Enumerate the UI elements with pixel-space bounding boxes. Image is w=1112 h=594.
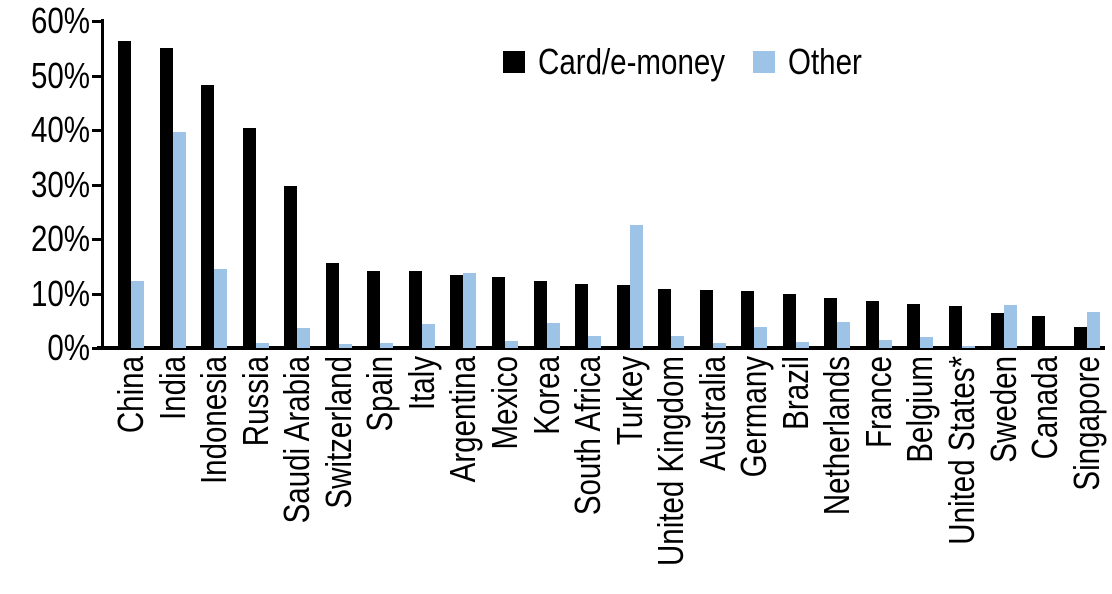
- bar-card-sweden: [991, 313, 1004, 348]
- y-tick-label: 30%: [30, 163, 90, 205]
- bar-other-france: [879, 340, 892, 348]
- x-category-label: Mexico: [484, 356, 525, 450]
- x-category-label: Italy: [401, 356, 442, 411]
- bar-other-italy: [422, 324, 435, 348]
- bar-other-belgium: [920, 337, 933, 348]
- x-category-label: Sweden: [983, 356, 1024, 463]
- y-tick-label: 10%: [30, 272, 90, 314]
- bar-other-russia: [256, 343, 269, 348]
- bar-other-brazil: [796, 342, 809, 348]
- bar-card-united-states-: [949, 306, 962, 348]
- bar-other-australia: [713, 343, 726, 348]
- legend-item-card: Card/e-money: [503, 44, 766, 80]
- bar-card-mexico: [492, 277, 505, 348]
- bar-card-singapore: [1074, 327, 1087, 348]
- bar-other-south-africa: [588, 336, 601, 348]
- bar-other-singapore: [1087, 312, 1100, 348]
- bar-other-germany: [754, 327, 767, 348]
- x-category-label: United Kingdom: [650, 356, 691, 567]
- y-tick-label: 0%: [47, 327, 90, 368]
- x-category-label: Belgium: [899, 356, 940, 463]
- x-category-label: Germany: [733, 356, 774, 478]
- bar-other-spain: [380, 343, 393, 348]
- y-tick-mark: [92, 183, 103, 187]
- x-axis-line: [97, 346, 1105, 350]
- bar-other-india: [173, 132, 186, 348]
- bar-card-belgium: [907, 304, 920, 348]
- bar-other-switzerland: [339, 344, 352, 348]
- bar-other-netherlands: [837, 322, 850, 348]
- bar-card-canada: [1032, 316, 1045, 348]
- x-category-label: Indonesia: [193, 356, 234, 485]
- bar-other-united-states-: [962, 346, 975, 348]
- bar-card-united-kingdom: [658, 289, 671, 348]
- x-category-label: Canada: [1024, 356, 1065, 460]
- y-tick-mark: [92, 292, 103, 296]
- x-category-label: Korea: [526, 356, 567, 435]
- bar-card-turkey: [617, 285, 630, 348]
- x-category-label: China: [110, 356, 151, 434]
- x-category-label: South Africa: [567, 356, 608, 516]
- y-tick-mark: [92, 129, 103, 132]
- bar-card-germany: [741, 291, 754, 348]
- y-tick-label: 60%: [30, 0, 90, 41]
- bar-card-saudi-arabia: [284, 186, 297, 348]
- bar-other-china: [131, 281, 144, 348]
- x-category-label: France: [858, 356, 899, 448]
- x-category-label: Turkey: [609, 356, 650, 446]
- x-category-label: Russia: [235, 356, 276, 447]
- bar-card-china: [118, 41, 131, 348]
- bar-other-indonesia: [214, 269, 227, 348]
- x-category-label: Netherlands: [816, 356, 857, 516]
- x-category-label: Switzerland: [318, 356, 359, 509]
- bar-other-argentina: [463, 273, 476, 348]
- y-tick-mark: [92, 20, 103, 23]
- legend-label-card: Card/e-money: [538, 41, 726, 82]
- bar-card-australia: [700, 290, 713, 348]
- bar-card-netherlands: [824, 298, 837, 348]
- legend-swatch-other-icon: [753, 51, 775, 73]
- legend-item-other: Other: [753, 44, 878, 80]
- x-category-label: Singapore: [1066, 356, 1107, 491]
- y-tick-mark: [92, 238, 103, 241]
- bar-card-indonesia: [201, 85, 214, 348]
- legend-label-other: Other: [788, 41, 862, 82]
- y-tick-label: 50%: [30, 54, 90, 96]
- bar-card-russia: [243, 128, 256, 348]
- x-category-label: Australia: [692, 356, 733, 471]
- bar-card-south-africa: [575, 284, 588, 348]
- x-category-label: Brazil: [775, 356, 816, 430]
- legend-swatch-card-icon: [503, 51, 525, 73]
- bar-card-korea: [534, 281, 547, 348]
- bar-other-sweden: [1004, 305, 1017, 348]
- bar-card-argentina: [450, 275, 463, 348]
- bar-card-france: [866, 301, 879, 348]
- x-category-label: Saudi Arabia: [276, 356, 317, 524]
- x-category-label: United States*: [941, 356, 982, 545]
- y-tick-mark: [92, 74, 103, 78]
- y-tick-label: 40%: [30, 109, 90, 150]
- bar-card-india: [160, 48, 173, 348]
- bar-other-korea: [547, 323, 560, 348]
- x-category-label: Spain: [359, 356, 400, 432]
- x-category-label: India: [152, 356, 193, 421]
- bar-card-spain: [367, 271, 380, 348]
- bar-card-brazil: [783, 294, 796, 348]
- bar-card-switzerland: [326, 263, 339, 348]
- bar-other-turkey: [630, 225, 643, 348]
- y-tick-label: 20%: [30, 218, 90, 259]
- bar-other-mexico: [505, 341, 518, 348]
- bar-other-saudi-arabia: [297, 328, 310, 348]
- bar-card-italy: [409, 271, 422, 348]
- bar-other-united-kingdom: [671, 336, 684, 348]
- x-category-label: Argentina: [442, 356, 483, 483]
